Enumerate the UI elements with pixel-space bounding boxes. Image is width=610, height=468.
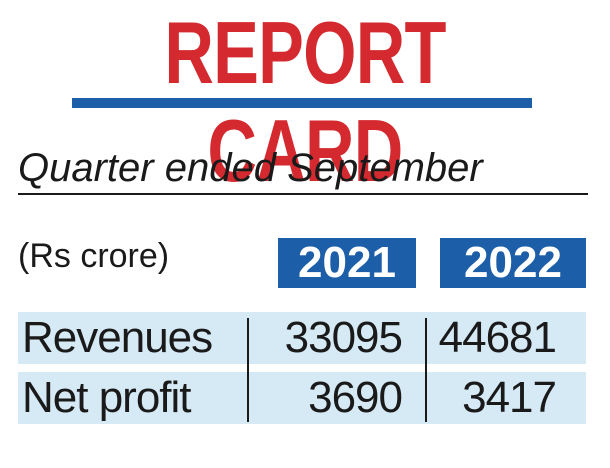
table-row: Net profit 3690 3417 <box>18 372 586 424</box>
column-divider <box>425 318 427 422</box>
subtitle-underline <box>18 193 588 195</box>
net-profit-2022-value: 3417 <box>462 373 557 422</box>
units-label: (Rs crore) <box>18 237 170 275</box>
year-header-2021: 2021 <box>278 238 416 288</box>
row-label-revenues: Revenues <box>22 313 213 362</box>
subtitle: Quarter ended September <box>18 146 483 190</box>
revenues-2021-value: 33095 <box>284 313 403 362</box>
table-row: Revenues 33095 44681 <box>18 312 586 364</box>
page-title: REPORT CARD <box>164 3 446 200</box>
net-profit-2021-value: 3690 <box>308 373 403 422</box>
column-divider <box>247 318 249 422</box>
year-header-2022: 2022 <box>440 238 586 288</box>
row-label-net-profit: Net profit <box>22 373 192 422</box>
title-underline <box>72 98 532 108</box>
revenues-2022-value: 44681 <box>438 313 557 362</box>
